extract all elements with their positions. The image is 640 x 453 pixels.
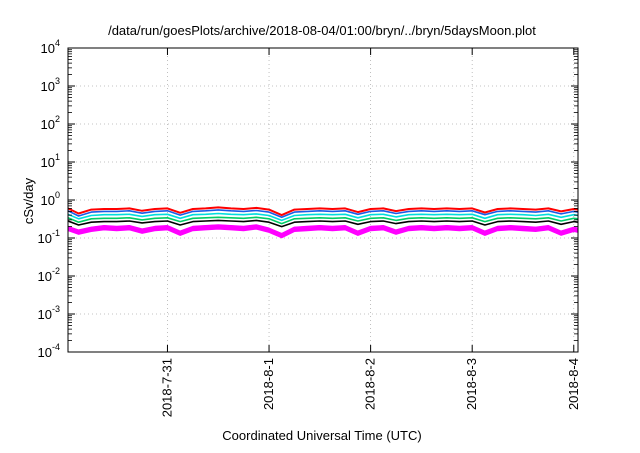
y-tick-label-exponent: 2 <box>55 114 60 124</box>
y-tick-label-exponent: -4 <box>52 342 60 352</box>
x-tick-label: 2018-8-3 <box>464 358 479 410</box>
y-tick-label: 101 <box>41 152 60 170</box>
series-line <box>67 219 579 228</box>
y-tick-label: 10-4 <box>38 342 60 360</box>
y-tick-label-base: 10 <box>41 41 55 56</box>
series-group <box>67 206 579 239</box>
y-tick-label: 103 <box>41 76 60 94</box>
x-tick-label: 2018-8-2 <box>363 358 378 410</box>
y-tick-label: 10-1 <box>38 228 60 246</box>
y-tick-label: 104 <box>41 38 60 56</box>
y-tick-label-exponent: 1 <box>55 152 60 162</box>
y-tick-label-base: 10 <box>38 231 52 246</box>
y-tick-label: 10-2 <box>38 266 60 284</box>
y-tick-label: 102 <box>41 114 60 132</box>
y-tick-label-exponent: 4 <box>55 38 60 48</box>
axes: 10410310210110010-110-210-310-42018-7-31… <box>38 38 581 417</box>
y-tick-label-exponent: 0 <box>55 190 60 200</box>
y-tick-label-base: 10 <box>41 155 55 170</box>
grid <box>68 48 578 352</box>
y-tick-label: 100 <box>41 190 60 208</box>
y-tick-label-base: 10 <box>41 193 55 208</box>
series-line <box>67 216 579 225</box>
y-tick-label-exponent: -1 <box>52 228 60 238</box>
x-tick-label: 2018-7-31 <box>159 358 174 417</box>
y-tick-label-base: 10 <box>38 269 52 284</box>
series-line <box>67 206 579 217</box>
x-tick-label: 2018-8-4 <box>566 358 581 410</box>
x-tick-label: 2018-8-1 <box>261 358 276 410</box>
y-tick-label-base: 10 <box>38 345 52 360</box>
y-tick-label-base: 10 <box>41 79 55 94</box>
y-tick-label-exponent: -3 <box>52 304 60 314</box>
series-line <box>67 224 579 235</box>
y-tick-label-base: 10 <box>38 307 52 322</box>
y-tick-label-exponent: 3 <box>55 76 60 86</box>
x-axis-label: Coordinated Universal Time (UTC) <box>222 428 421 443</box>
y-tick-label: 10-3 <box>38 304 60 322</box>
series-line <box>67 212 579 222</box>
y-tick-label-base: 10 <box>41 117 55 132</box>
y-tick-label-exponent: -2 <box>52 266 60 276</box>
y-axis-label: cSv/day <box>21 177 36 224</box>
series-line <box>67 209 579 219</box>
chart-title: /data/run/goesPlots/archive/2018-08-04/0… <box>108 23 536 38</box>
